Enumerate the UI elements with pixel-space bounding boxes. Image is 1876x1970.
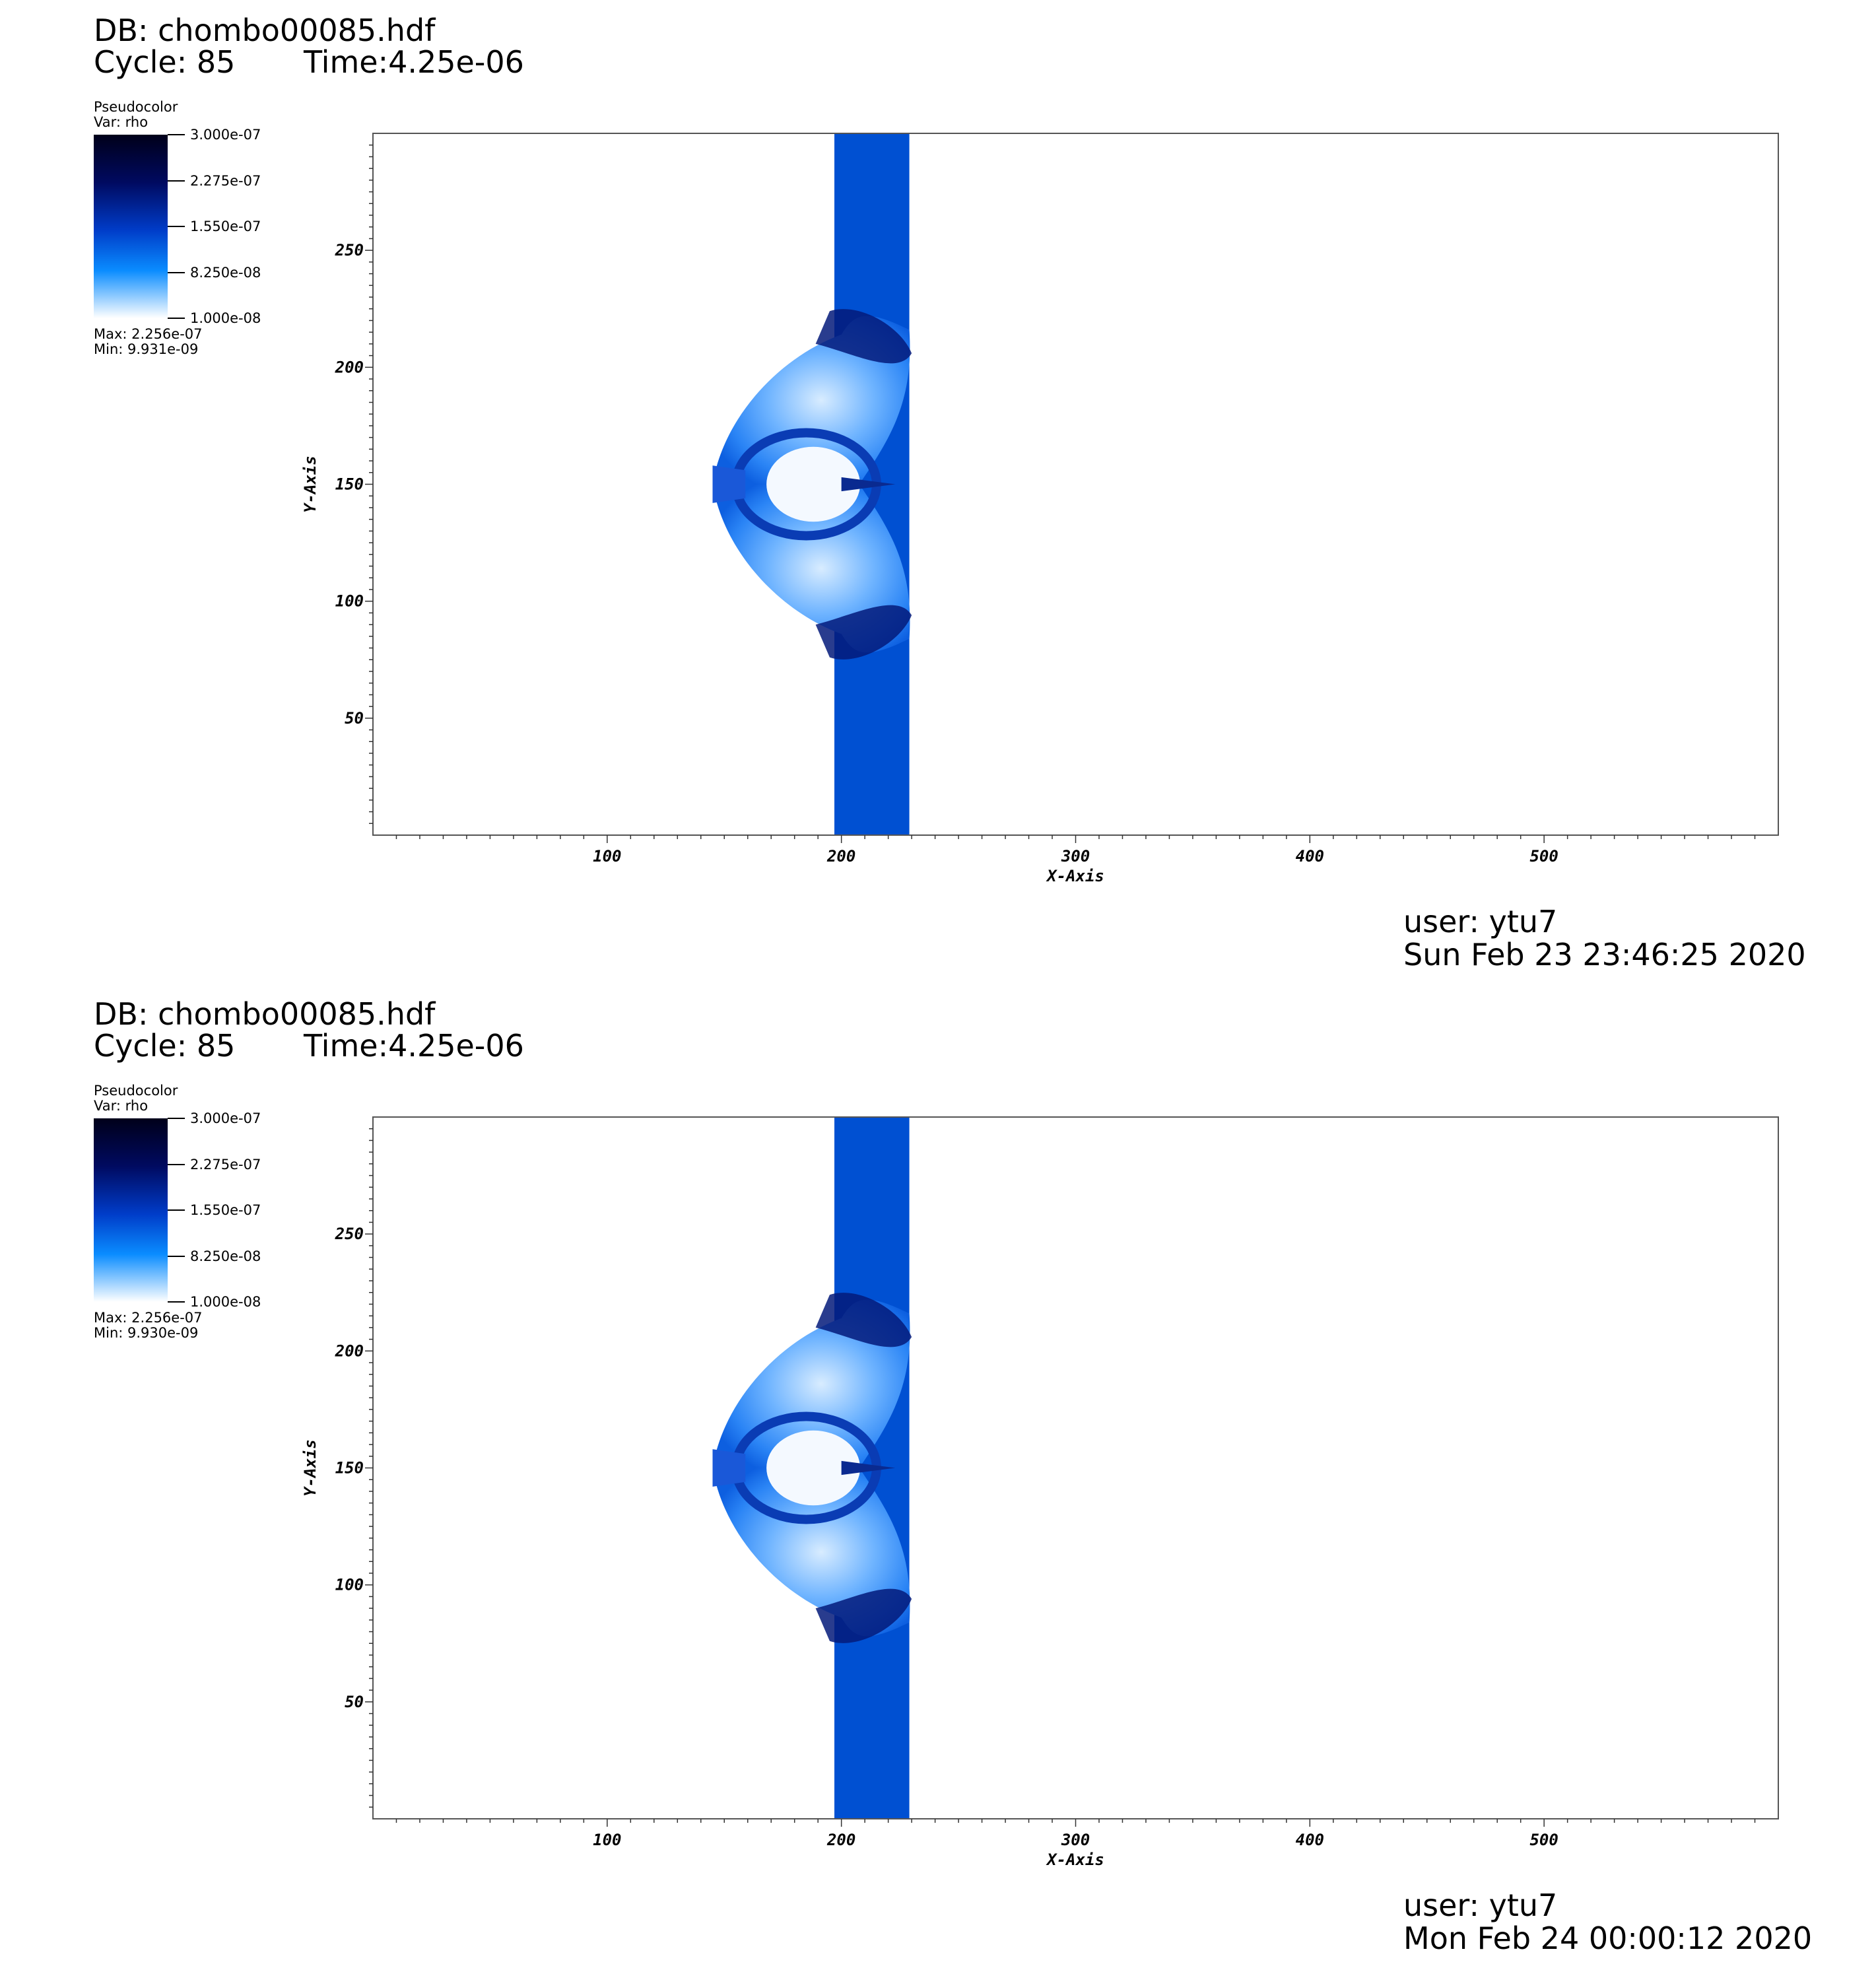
colorbar-label: 1.550e-07 [190, 219, 261, 234]
colorbar [94, 1118, 168, 1302]
colorbar-tick [168, 272, 185, 273]
colorbar-tick [168, 1301, 185, 1303]
colorbar-tick [168, 1164, 185, 1165]
y-axis-title: Y-Axis [301, 1439, 319, 1497]
low-density-core [766, 446, 861, 522]
x-axis-title: X-Axis [1046, 1851, 1104, 1869]
colorbar-label: 3.000e-07 [190, 1110, 261, 1126]
y-tick-label: 200 [335, 358, 364, 376]
cycle-label: Cycle: 85 [94, 44, 236, 80]
legend-title: Pseudocolor [94, 1083, 178, 1099]
date-label: Sun Feb 23 23:46:25 2020 [1403, 937, 1806, 972]
db-title: DB: chombo00085.hdf [94, 996, 436, 1032]
y-tick-label: 250 [335, 1225, 364, 1243]
shock-tip [841, 477, 896, 492]
time-label: Time:4.25e-06 [304, 44, 524, 80]
legend-min: Min: 9.931e-09 [94, 341, 199, 357]
colorbar-tick [168, 1256, 185, 1257]
dense-cap-lower [815, 1588, 912, 1643]
plot-area: 100 200 300 400 500 50 100 150 200 250 X-Axis Y-Axi… [301, 133, 1779, 885]
x-tick-label: 300 [1061, 847, 1090, 866]
y-tick-label: 50 [345, 1693, 364, 1711]
x-tick-label: 100 [593, 847, 621, 866]
legend-variable: Var: rho [94, 114, 149, 130]
x-tick-label: 400 [1296, 847, 1324, 866]
minor-ticks [365, 1128, 1756, 1827]
colorbar [94, 135, 168, 318]
colorbar-label: 3.000e-07 [190, 127, 261, 143]
colorbar-label: 8.250e-08 [190, 265, 261, 281]
cycle-label: Cycle: 85 [94, 1028, 236, 1064]
colorbar-label: 1.000e-08 [190, 1294, 261, 1310]
y-tick-label: 200 [335, 1342, 364, 1360]
db-title: DB: chombo00085.hdf [94, 13, 436, 48]
legend-title: Pseudocolor [94, 99, 178, 115]
legend-min: Min: 9.930e-09 [94, 1325, 199, 1341]
leading-edge [712, 1449, 746, 1487]
colorbar-label: 8.250e-08 [190, 1248, 261, 1264]
y-tick-label: 250 [335, 241, 364, 259]
time-label: Time:4.25e-06 [304, 1028, 524, 1064]
legend-variable: Var: rho [94, 1098, 149, 1114]
colorbar-tick [168, 318, 185, 319]
dense-cap-lower [815, 605, 912, 660]
x-tick-label: 100 [593, 1831, 621, 1849]
x-tick-label: 200 [826, 1831, 855, 1849]
colorbar-tick [168, 226, 185, 227]
colorbar-label: 1.550e-07 [190, 1202, 261, 1218]
background-region [373, 1117, 1778, 1819]
x-tick-label: 500 [1529, 1831, 1558, 1849]
plot-panel-1: DB: chombo00085.hdf Cycle: 85 Time:4.25e… [0, 0, 1876, 984]
x-axis-title: X-Axis [1046, 867, 1104, 885]
colorbar-tick [168, 1209, 185, 1211]
dense-cap-upper [815, 309, 912, 364]
user-label: user: ytu7 [1403, 904, 1558, 939]
cycle-time-line: Cycle: 85 Time:4.25e-06 [94, 44, 524, 80]
density-field [373, 1117, 1778, 1819]
date-label: Mon Feb 24 00:00:12 2020 [1403, 1920, 1813, 1956]
minor-ticks [365, 144, 1756, 843]
y-tick-label: 150 [335, 1459, 364, 1478]
y-tick-label: 100 [335, 592, 364, 611]
legend-max: Max: 2.256e-07 [94, 326, 203, 342]
legend-max: Max: 2.256e-07 [94, 1310, 203, 1326]
colorbar-label: 2.275e-07 [190, 1157, 261, 1172]
colorbar-label: 2.275e-07 [190, 173, 261, 189]
density-field [373, 133, 1778, 835]
colorbar-tick [168, 1118, 185, 1119]
colorbar-tick [168, 180, 185, 182]
user-label: user: ytu7 [1403, 1887, 1558, 1923]
x-tick-label: 500 [1529, 847, 1558, 866]
shock-tip [841, 1460, 896, 1476]
x-tick-label: 200 [826, 847, 855, 866]
background-region [373, 133, 1778, 835]
plot-panel-2: DB: chombo00085.hdf Cycle: 85 Time:4.25e… [0, 984, 1876, 1967]
low-density-core [766, 1430, 861, 1506]
colorbar-label: 1.000e-08 [190, 310, 261, 326]
y-tick-label: 100 [335, 1576, 364, 1594]
colorbar-tick [168, 134, 185, 135]
cycle-time-line: Cycle: 85 Time:4.25e-06 [94, 1028, 524, 1064]
dense-cap-upper [815, 1293, 912, 1347]
x-tick-label: 400 [1296, 1831, 1324, 1849]
plot-area: 100 200 300 400 500 50 100 150 200 250 X-Axis Y-Axi… [301, 1116, 1779, 1869]
x-tick-label: 300 [1061, 1831, 1090, 1849]
y-tick-label: 150 [335, 475, 364, 494]
y-tick-label: 50 [345, 709, 364, 728]
leading-edge [712, 465, 746, 503]
y-axis-title: Y-Axis [301, 456, 319, 513]
